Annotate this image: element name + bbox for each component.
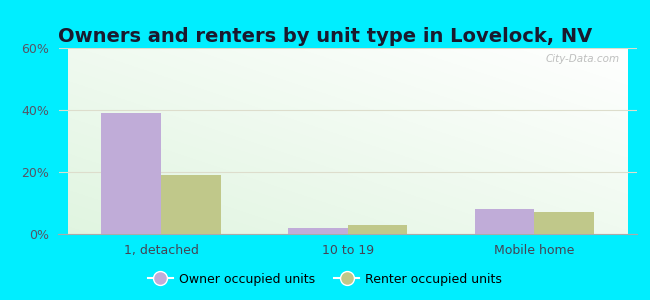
Bar (288, 228, 348, 234)
Bar (348, 225, 408, 234)
Text: City-Data.com: City-Data.com (545, 54, 619, 64)
Bar (161, 175, 221, 234)
Bar (534, 212, 594, 234)
Bar (474, 209, 534, 234)
Bar (101, 113, 161, 234)
Legend: Owner occupied units, Renter occupied units: Owner occupied units, Renter occupied un… (143, 268, 507, 291)
Text: Owners and renters by unit type in Lovelock, NV: Owners and renters by unit type in Lovel… (58, 27, 592, 46)
